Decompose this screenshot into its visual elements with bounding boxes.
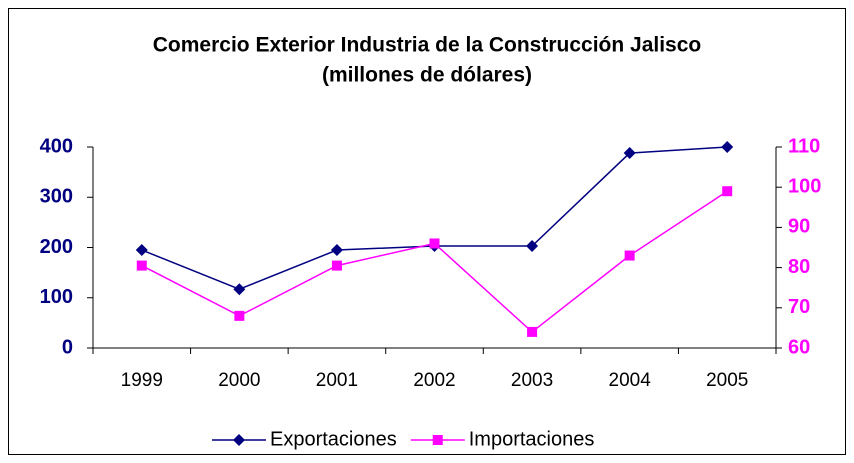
y2-tick-label: 90 xyxy=(788,216,810,238)
x-tick-label: 2004 xyxy=(609,370,652,391)
x-tick-label: 1999 xyxy=(121,370,163,391)
series-marker xyxy=(234,310,245,321)
series-marker xyxy=(623,147,636,160)
series-marker xyxy=(624,250,635,261)
x-tick-label: 2003 xyxy=(511,370,553,391)
y-tick-label: 100 xyxy=(40,286,73,308)
y-tick-label: 300 xyxy=(40,186,73,208)
series-marker xyxy=(136,260,147,271)
series-marker xyxy=(135,244,148,257)
y-tick-label: 200 xyxy=(40,236,73,258)
y2-tick-label: 70 xyxy=(788,296,810,318)
series-marker xyxy=(721,141,734,153)
y2-tick-label: 100 xyxy=(788,175,821,197)
y-tick-label: 400 xyxy=(40,135,73,157)
legend-marker xyxy=(233,434,245,446)
series-marker xyxy=(233,283,246,296)
x-tick-label: 2002 xyxy=(413,370,455,391)
chart-subtitle: (millones de dólares) xyxy=(322,64,532,87)
series-marker xyxy=(331,260,342,271)
chart-frame xyxy=(8,8,846,455)
legend-label: Importaciones xyxy=(469,428,595,450)
series-marker xyxy=(429,238,440,249)
chart-title: Comercio Exterior Industria de la Constr… xyxy=(153,34,701,57)
y2-tick-label: 110 xyxy=(788,135,820,157)
y2-tick-label: 60 xyxy=(788,336,810,358)
x-tick-label: 2001 xyxy=(316,370,358,391)
x-tick-label: 2005 xyxy=(706,370,748,391)
legend-marker xyxy=(432,435,443,445)
series-marker xyxy=(722,186,733,197)
series-marker xyxy=(330,244,343,257)
y-tick-label: 0 xyxy=(62,336,73,358)
series-marker xyxy=(527,326,538,337)
legend-label: Exportaciones xyxy=(270,428,397,450)
series-marker xyxy=(526,239,539,252)
x-tick-label: 2000 xyxy=(218,370,260,391)
y2-tick-label: 80 xyxy=(788,256,810,278)
